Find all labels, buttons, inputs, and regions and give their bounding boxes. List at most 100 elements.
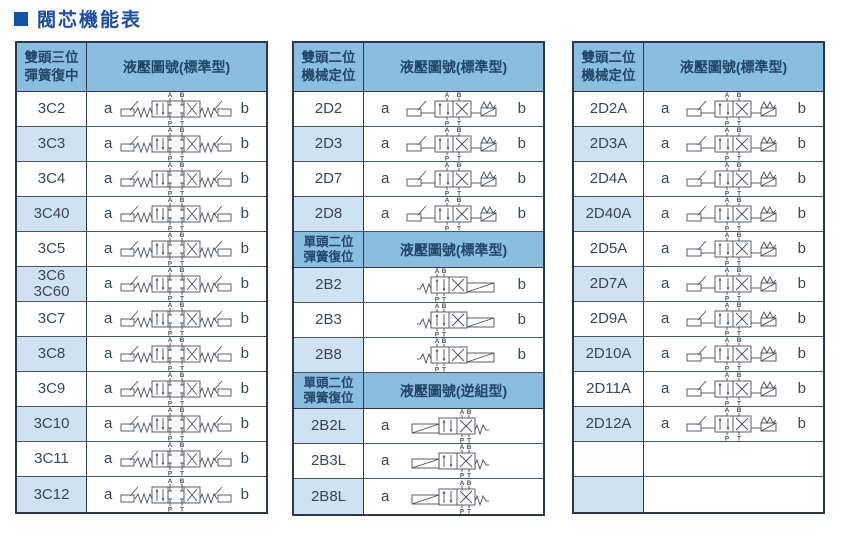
position-label-b: b: [797, 169, 806, 187]
svg-text:A: A: [434, 338, 439, 345]
svg-text:T: T: [457, 156, 461, 162]
svg-text:B: B: [466, 444, 471, 451]
position-label-b: b: [797, 344, 806, 362]
valve-diagram-cell: a AB PT svg.valve text{fill:#4a4f55;stro…: [87, 407, 266, 441]
svg-text:T: T: [180, 331, 184, 337]
svg-text:T: T: [180, 191, 184, 197]
svg-text:B: B: [736, 197, 741, 204]
valve-diagram-cell: a AB PT svg.valve text{fill:#4a4f55;stro…: [87, 477, 266, 512]
svg-text:T: T: [737, 121, 741, 127]
position-label-a: a: [661, 134, 670, 152]
svg-text:T: T: [737, 261, 741, 267]
spool-code-cell: [574, 442, 644, 476]
svg-text:P: P: [434, 332, 438, 338]
svg-text:P: P: [167, 121, 171, 127]
position-label-a: a: [104, 274, 113, 292]
position-label-b: b: [797, 309, 806, 327]
position-label-b: b: [797, 379, 806, 397]
spool-code-cell: 3C2: [17, 92, 87, 126]
header-category-label: 雙頭二位 機械定位: [294, 43, 364, 91]
svg-text:A: A: [167, 127, 172, 134]
spool-code-cell: 2B8L: [294, 479, 364, 514]
svg-text:P: P: [434, 297, 438, 303]
svg-text:P: P: [167, 296, 171, 302]
position-label-b: b: [517, 204, 526, 222]
valve-diagram-cell: a AB PT svg.valve text{fill:#4a4f55;stro…: [364, 409, 543, 443]
valve-diagram-cell: a AB PT svg.valve text{fill:#4a4f55;stro…: [87, 337, 266, 371]
valve-diagram-cell: a AB PT svg.valve text{fill:#4a4f55;stro…: [644, 232, 823, 266]
svg-text:P: P: [167, 156, 171, 162]
svg-text:T: T: [180, 506, 184, 512]
svg-text:P: P: [724, 366, 728, 372]
position-label-b: b: [240, 379, 249, 397]
spool-code-cell: 2B2L: [294, 409, 364, 443]
svg-text:B: B: [736, 302, 741, 309]
spool-code-cell: 2D12A: [574, 407, 644, 441]
table-header-row: 單頭二位 彈簧復位 液壓圖號(逆組型): [294, 373, 543, 409]
position-label-a: a: [104, 239, 113, 257]
svg-text:P: P: [724, 156, 728, 162]
svg-text:B: B: [466, 409, 471, 416]
svg-text:B: B: [179, 127, 184, 134]
svg-text:B: B: [179, 302, 184, 309]
svg-text:T: T: [467, 438, 471, 444]
spool-code-cell: 3C9: [17, 372, 87, 406]
svg-text:A: A: [724, 197, 729, 204]
svg-text:T: T: [180, 226, 184, 232]
spool-code-cell: 2D4A: [574, 162, 644, 196]
position-label-a: a: [661, 414, 670, 432]
position-label-b: b: [797, 99, 806, 117]
valve-diagram-cell: a AB PT svg.valve text{fill:#4a4f55;stro…: [87, 302, 266, 336]
svg-text:T: T: [457, 191, 461, 197]
position-label-a: a: [661, 99, 670, 117]
position-label-a: a: [104, 414, 113, 432]
svg-text:A: A: [724, 127, 729, 134]
svg-text:P: P: [724, 226, 728, 232]
valve-diagram-cell: a AB PT svg.valve text{fill:#4a4f55;stro…: [364, 92, 543, 126]
svg-text:A: A: [459, 409, 464, 416]
svg-text:T: T: [180, 296, 184, 302]
svg-text:A: A: [444, 162, 449, 169]
svg-text:B: B: [456, 197, 461, 204]
svg-text:T: T: [180, 156, 184, 162]
spool-code-cell: 3C5: [17, 232, 87, 266]
valve-diagram-cell: a AB PT svg.valve text{fill:#4a4f55;stro…: [364, 479, 543, 514]
position-label-b: b: [240, 309, 249, 327]
svg-text:P: P: [167, 331, 171, 337]
spool-code-cell: 3C4: [17, 162, 87, 196]
position-label-a: a: [661, 274, 670, 292]
position-label-a: a: [661, 379, 670, 397]
position-label-b: b: [240, 414, 249, 432]
valve-diagram-cell: a AB PT svg.valve text{fill:#4a4f55;stro…: [644, 302, 823, 336]
svg-text:A: A: [434, 268, 439, 275]
position-label-b: b: [240, 274, 249, 292]
svg-text:B: B: [179, 442, 184, 449]
position-label-a: a: [661, 169, 670, 187]
valve-diagram-cell: a AB PT svg.valve text{fill:#4a4f55;stro…: [364, 127, 543, 161]
header-diagram-title: 液壓圖號(標準型): [679, 59, 788, 75]
position-label-a: a: [381, 416, 390, 434]
svg-text:P: P: [444, 226, 448, 232]
svg-text:A: A: [724, 267, 729, 274]
